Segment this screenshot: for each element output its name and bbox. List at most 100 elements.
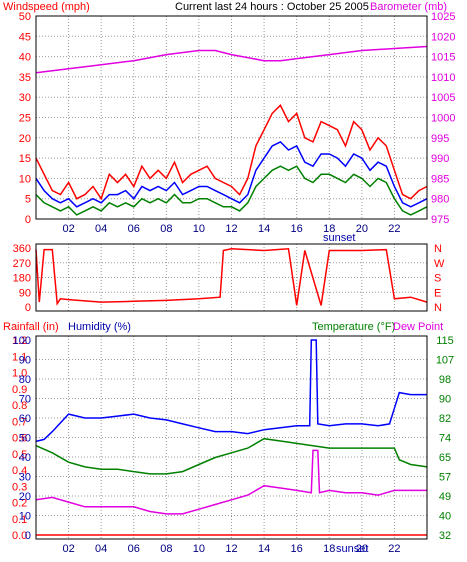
dewpoint-series-line <box>35 449 427 515</box>
direction-panel-series <box>35 248 428 306</box>
wind-x-tick-18: 18 <box>323 223 335 235</box>
compass-label-3: E <box>434 287 441 299</box>
direction-series-line <box>35 248 428 306</box>
rainfall-tick-0.1: 0.1 <box>12 514 27 526</box>
wind-x-tick-10: 10 <box>193 223 205 235</box>
climate-panel-gridlines <box>36 336 427 539</box>
windspeed-tick-20: 20 <box>19 133 31 145</box>
average-series-line <box>35 140 428 208</box>
chart-title: Current last 24 hours : October 25 2005 <box>175 1 369 13</box>
temperature-tick-90: 90 <box>439 394 451 406</box>
wind-x-tick-14: 14 <box>258 223 270 235</box>
wind-panel-frame <box>35 15 428 220</box>
rainfall-tick-1.1: 1.1 <box>12 351 27 363</box>
climate-panel-series <box>35 339 428 536</box>
climate-x-tick-16: 16 <box>291 543 303 555</box>
temperature-tick-74: 74 <box>439 433 451 445</box>
minimum-series-line <box>35 165 428 216</box>
climate-panel-frame <box>35 335 428 540</box>
humidity-tick-100: 100 <box>13 335 31 347</box>
windspeed-tick-30: 30 <box>19 92 31 104</box>
rain-humidity-temperature-panel: 0.00.10.20.30.40.50.60.70.80.91.01.11.2 … <box>12 335 454 555</box>
windspeed-tick-0: 0 <box>25 214 31 226</box>
temperature-axis-title: Temperature (°F) <box>312 321 395 333</box>
windspeed-axis-title: Windspeed (mph) <box>3 1 90 13</box>
climate-x-tick-02: 02 <box>62 543 74 555</box>
humidity-tick-30: 30 <box>19 472 31 484</box>
direction-degree-tick-90: 90 <box>19 287 31 299</box>
gust-series-line <box>35 104 428 201</box>
climate-x-tick-14: 14 <box>258 543 270 555</box>
wind-panel-series <box>35 45 428 216</box>
direction-degree-labels: 0 90 180 270 360 <box>13 243 31 314</box>
climate-x-tick-08: 08 <box>160 543 172 555</box>
temperature-tick-40: 40 <box>439 511 451 523</box>
direction-degree-tick-180: 180 <box>13 273 31 285</box>
rainfall-tick-1.0: 1.0 <box>12 368 27 380</box>
barometer-axis-title: Barometer (mb) <box>370 1 447 13</box>
rainfall-tick-0.8: 0.8 <box>12 400 27 412</box>
humidity-tick-50: 50 <box>19 433 31 445</box>
climate-panel-x-tick-labels: 02 04 06 08 10 12 14 16 18 20 22 <box>62 543 400 555</box>
barometer-tick-990: 990 <box>431 153 449 165</box>
rainfall-tick-0.9: 0.9 <box>12 384 27 396</box>
direction-degree-tick-360: 360 <box>13 243 31 255</box>
temperature-tick-115: 115 <box>436 335 454 347</box>
windspeed-tick-5: 5 <box>25 194 31 206</box>
barometer-tick-980: 980 <box>431 194 449 206</box>
humidity-axis-title: Humidity (%) <box>68 321 131 333</box>
barometer-tick-985: 985 <box>431 173 449 185</box>
temperature-tick-labels: 32 40 49 57 65 74 82 90 98 107 115 <box>436 335 454 542</box>
humidity-tick-40: 40 <box>19 452 31 464</box>
windspeed-tick-10: 10 <box>19 173 31 185</box>
humidity-tick-10: 10 <box>19 511 31 523</box>
wind-x-tick-20: 20 <box>356 223 368 235</box>
wind-x-tick-12: 12 <box>225 223 237 235</box>
compass-label-1: W <box>434 258 445 270</box>
rainfall-tick-1.2: 1.2 <box>12 335 27 347</box>
wind-x-tick-04: 04 <box>95 223 107 235</box>
barometer-tick-1015: 1015 <box>431 52 455 64</box>
humidity-tick-0: 0 <box>25 530 31 542</box>
wind-panel-x-tick-labels: 02 04 06 08 10 12 14 16 18 20 22 <box>62 223 400 235</box>
rainfall-tick-0.2: 0.2 <box>12 498 27 510</box>
barometer-tick-1025: 1025 <box>431 11 455 23</box>
rainfall-tick-0.7: 0.7 <box>12 416 27 428</box>
temperature-tick-107: 107 <box>436 355 454 367</box>
climate-x-tick-06: 06 <box>128 543 140 555</box>
wind-x-tick-02: 02 <box>62 223 74 235</box>
windspeed-tick-40: 40 <box>19 52 31 64</box>
climate-x-tick-20: 20 <box>356 543 368 555</box>
humidity-series-line <box>35 339 427 443</box>
climate-x-tick-22: 22 <box>388 543 400 555</box>
compass-label-0: N <box>434 243 442 255</box>
rainfall-tick-0.6: 0.6 <box>12 433 27 445</box>
temperature-tick-49: 49 <box>439 491 451 503</box>
humidity-tick-20: 20 <box>19 491 31 503</box>
direction-degree-tick-0: 0 <box>25 302 31 314</box>
temperature-tick-32: 32 <box>439 530 451 542</box>
humidity-tick-60: 60 <box>19 413 31 425</box>
compass-label-4: N <box>434 302 442 314</box>
climate-x-tick-04: 04 <box>95 543 107 555</box>
wind-x-tick-08: 08 <box>160 223 172 235</box>
humidity-tick-labels: 0 10 20 30 40 50 60 70 80 90 100 <box>13 335 31 542</box>
rainfall-tick-labels: 0.0 0.1 0.2 0.3 0.4 0.5 0.6 0.7 0.8 0.9 1.0 1.1 1.2 <box>12 335 27 542</box>
wind-x-tick-16: 16 <box>291 223 303 235</box>
barometer-tick-1000: 1000 <box>431 113 455 125</box>
rainfall-tick-0.3: 0.3 <box>12 481 27 493</box>
climate-panel-sunset-label: sunset <box>336 543 368 555</box>
direction-panel-frame <box>35 243 428 312</box>
temperature-tick-57: 57 <box>439 472 451 484</box>
temperature-series-line <box>35 437 428 475</box>
direction-degree-tick-270: 270 <box>13 258 31 270</box>
dewpoint-axis-title: Dew Point <box>393 321 443 333</box>
temperature-tick-65: 65 <box>439 452 451 464</box>
compass-label-2: S <box>434 273 441 285</box>
barometer-tick-1020: 1020 <box>431 31 455 43</box>
